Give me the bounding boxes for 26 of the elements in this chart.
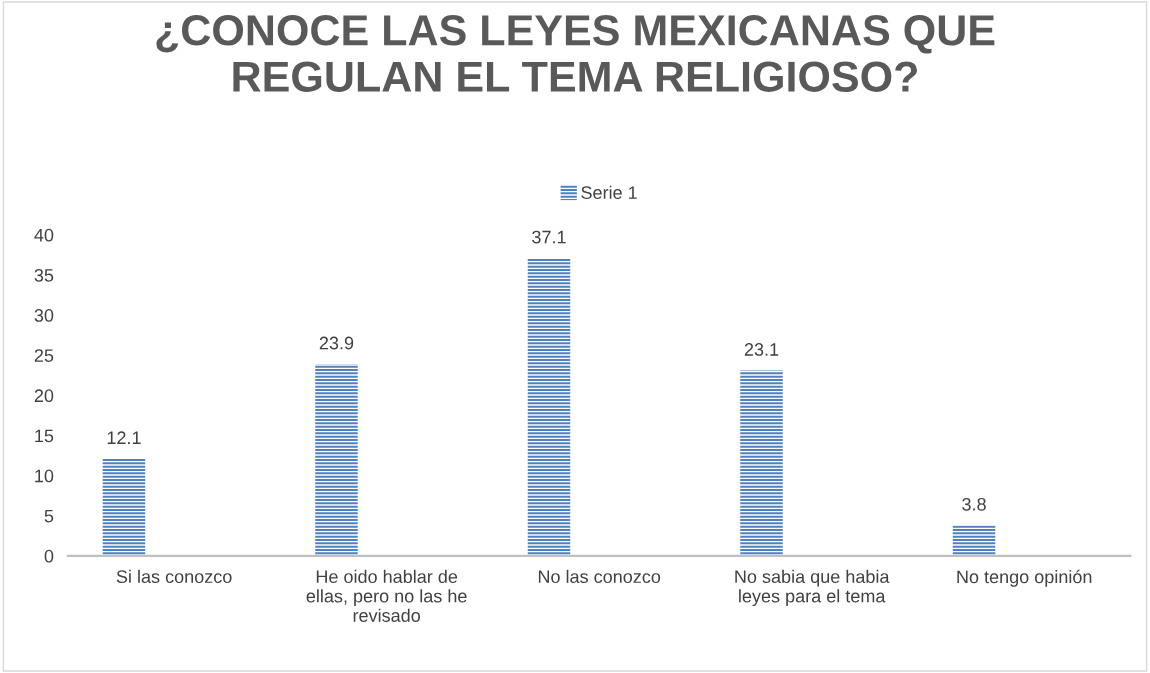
bar	[952, 525, 996, 556]
x-tick-label: He oido hablar de ellas, pero no las he revisado	[306, 569, 467, 622]
x-tick-label: No sabia que habia leyes para el tema	[735, 569, 890, 607]
y-tick-label: 20	[34, 389, 54, 403]
data-label: 23.1	[744, 343, 779, 356]
y-tick-label: 35	[34, 268, 54, 282]
legend-label: Serie 1	[581, 185, 637, 200]
y-tick-label: 5	[44, 509, 54, 523]
data-label: 23.9	[319, 336, 354, 350]
bar	[527, 258, 571, 556]
y-tick-label: 10	[35, 469, 54, 483]
data-label: 12.1	[107, 431, 141, 444]
bar	[102, 458, 146, 556]
y-tick-label: 25	[34, 349, 54, 362]
data-label: 3.8	[962, 497, 986, 511]
y-tick-label: 15	[35, 429, 54, 443]
chart-title: ¿CONOCE LAS LEYES MEXICANAS QUE REGULAN EL TEMA RELIGIOSO?	[156, 15, 995, 92]
y-tick-label: 40	[34, 228, 54, 242]
x-tick-label: No tengo opinión	[957, 569, 1092, 587]
y-tick-label: 30	[34, 309, 54, 322]
x-tick-label: Si las conozco	[116, 569, 232, 584]
data-label: 37.1	[532, 230, 566, 244]
x-tick-label: No las conozco	[538, 569, 661, 584]
bar	[740, 370, 783, 556]
y-tick-label: 0	[44, 549, 54, 563]
bar	[315, 364, 358, 556]
